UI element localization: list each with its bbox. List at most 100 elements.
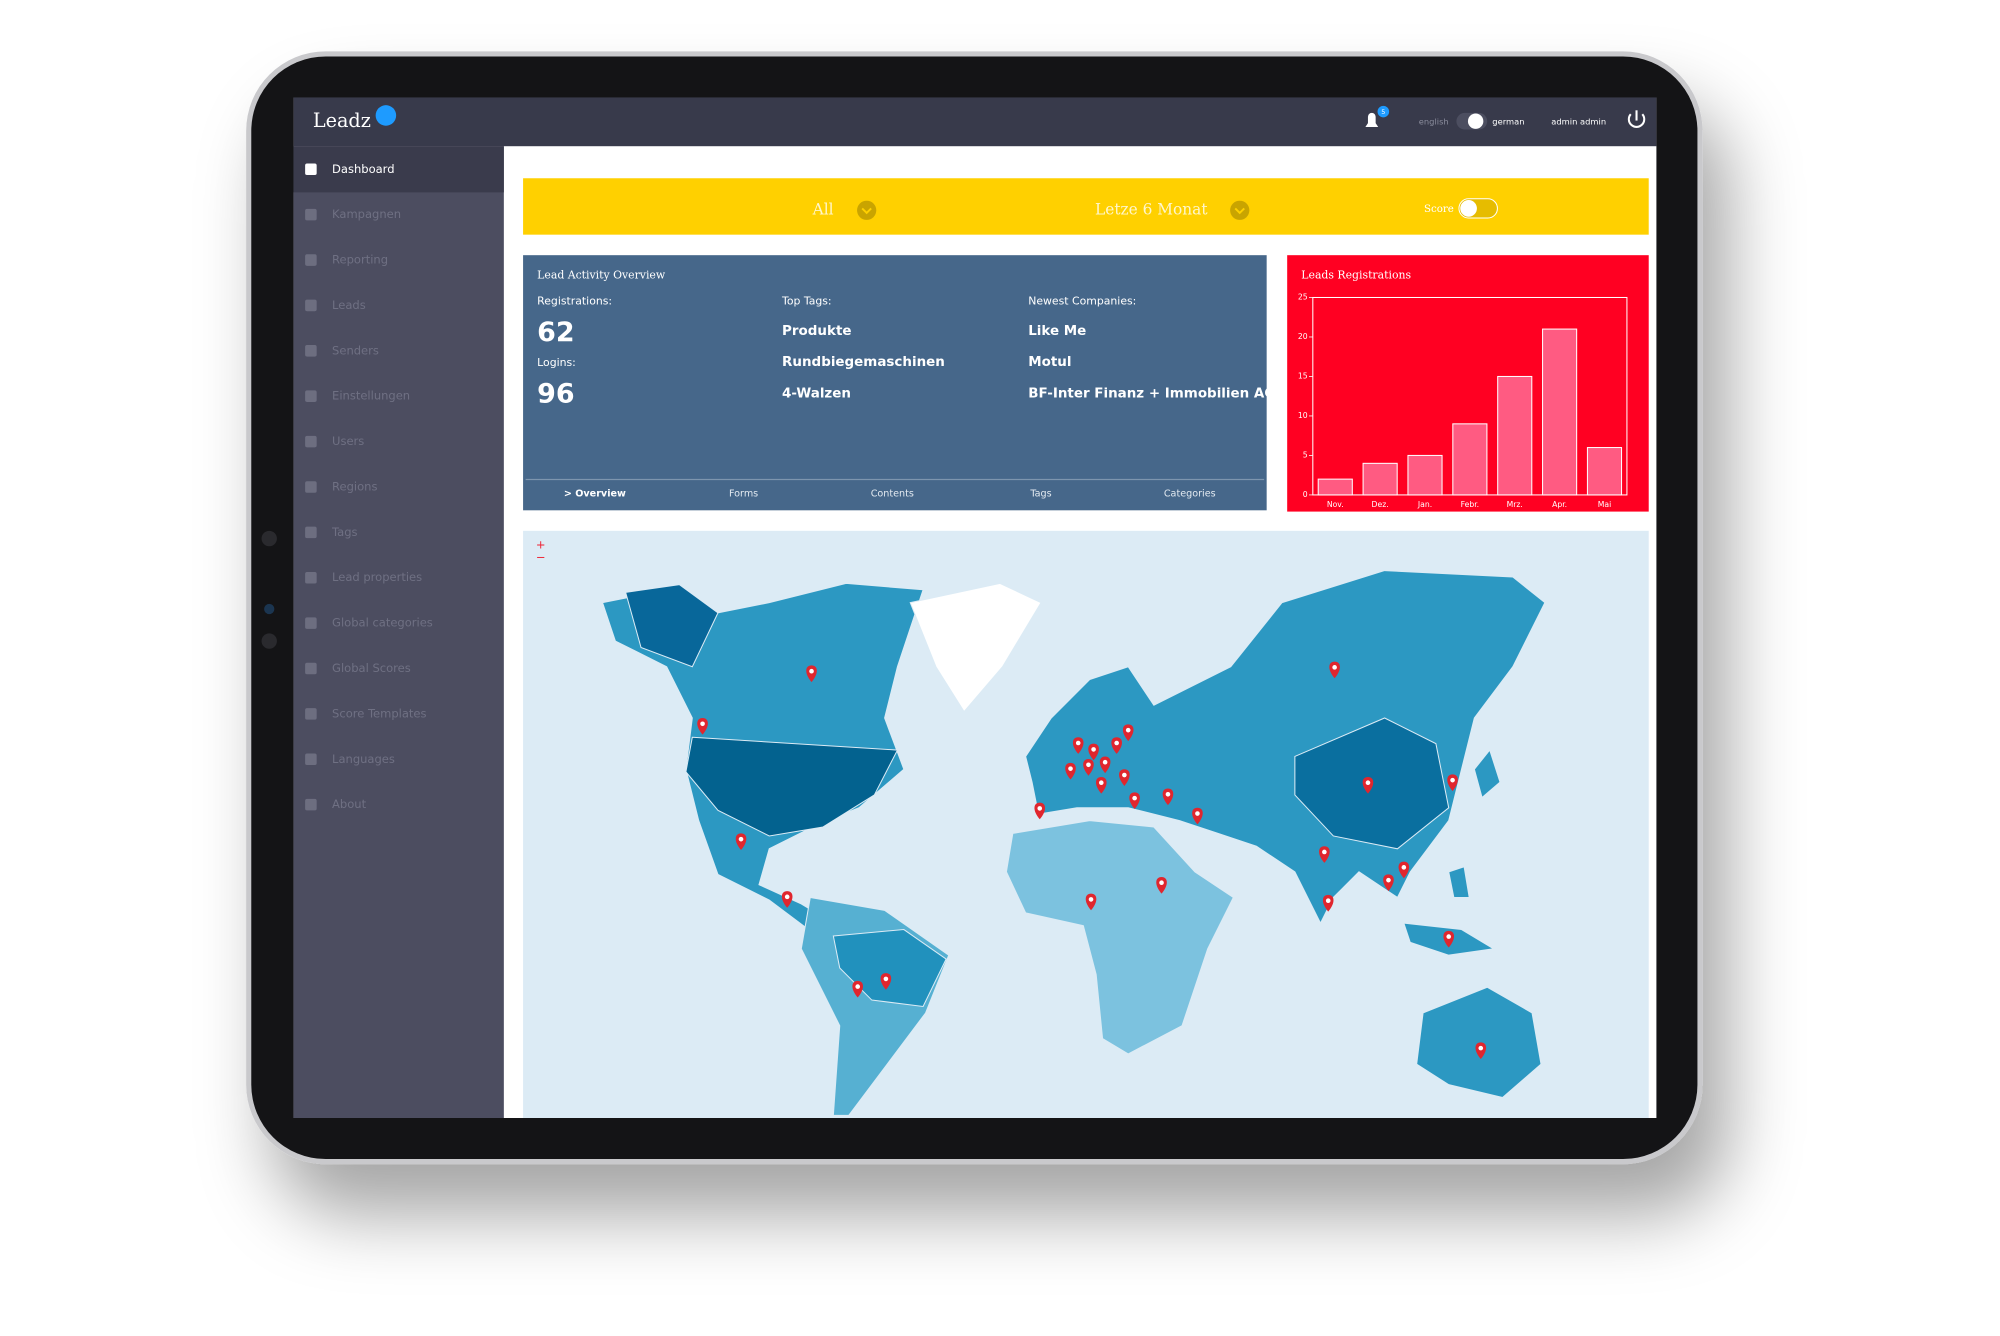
map-pin[interactable]: [1034, 802, 1046, 820]
menu-icon: [305, 208, 317, 221]
user-name[interactable]: admin admin: [1551, 116, 1606, 126]
stat-label: Logins:: [537, 356, 576, 369]
menu-item[interactable]: Global Scores: [332, 661, 411, 675]
x-tick-label: Febr.: [1461, 500, 1480, 509]
map-pin[interactable]: [1192, 807, 1203, 825]
menu-item[interactable]: Dashboard: [332, 162, 394, 176]
pin-dot: [1332, 665, 1337, 670]
menu-item[interactable]: Kampagnen: [332, 207, 401, 221]
map-pin[interactable]: [806, 665, 817, 683]
map-pin[interactable]: [1072, 737, 1084, 754]
type-filter[interactable]: All: [812, 200, 834, 218]
map-pin[interactable]: [1398, 861, 1410, 879]
world-map: [601, 570, 1546, 1116]
menu-item[interactable]: Global categories: [332, 616, 433, 630]
panel-title: Lead Activity Overview: [537, 269, 666, 282]
map-pin[interactable]: [1475, 1042, 1487, 1060]
company[interactable]: Like Me: [1028, 324, 1086, 339]
company[interactable]: BF-Inter Finanz + Immobilien AG: [1028, 387, 1275, 402]
bar: [1497, 375, 1533, 496]
tag[interactable]: 4-Walzen: [782, 387, 851, 402]
stat-label: Registrations:: [537, 294, 612, 307]
menu-item[interactable]: Senders: [332, 343, 379, 357]
map-pin[interactable]: [1088, 743, 1099, 761]
usa: [685, 736, 899, 837]
map-pin[interactable]: [1156, 876, 1167, 894]
menu-item[interactable]: Lead properties: [332, 570, 422, 584]
map-pin[interactable]: [1322, 894, 1334, 912]
map-pin[interactable]: [1362, 776, 1374, 794]
map-pin[interactable]: [1162, 788, 1174, 806]
language-option[interactable]: english: [1419, 116, 1449, 126]
tab[interactable]: Tags: [1029, 489, 1051, 500]
pin-dot: [784, 894, 790, 900]
menu-item[interactable]: Reporting: [332, 253, 388, 267]
map-pin[interactable]: [1329, 661, 1340, 679]
greenland: [909, 582, 1042, 713]
power-icon[interactable]: [1627, 113, 1646, 128]
pin-dot: [1132, 795, 1137, 801]
x-tick-label: Apr.: [1552, 500, 1567, 509]
dropdown-chevron[interactable]: [1230, 200, 1250, 220]
tag[interactable]: Rundbiegemaschinen: [782, 355, 945, 370]
bell-icon[interactable]: [1365, 112, 1379, 127]
score-label: Score: [1424, 203, 1454, 215]
menu-item[interactable]: Leads: [332, 298, 366, 312]
dropdown-chevron[interactable]: [857, 200, 877, 220]
menu-item[interactable]: Regions: [332, 479, 377, 493]
map-pin[interactable]: [1119, 769, 1130, 786]
pin-dot: [1037, 806, 1043, 811]
pin-dot: [1088, 897, 1094, 902]
map-pin[interactable]: [1085, 893, 1097, 911]
bar: [1407, 454, 1443, 496]
map-pin[interactable]: [1447, 774, 1458, 792]
menu-item[interactable]: Languages: [332, 752, 395, 766]
pin-dot: [738, 836, 744, 842]
map-pin[interactable]: [880, 973, 892, 990]
period-filter[interactable]: Letze 6 Monat: [1095, 200, 1208, 218]
map-pin[interactable]: [1083, 759, 1094, 776]
tab[interactable]: Categories: [1164, 489, 1216, 500]
y-tick-label: 5: [1303, 450, 1308, 459]
company[interactable]: Motul: [1028, 355, 1071, 370]
zoom-in[interactable]: +: [536, 537, 546, 551]
menu-item[interactable]: Users: [332, 434, 364, 448]
map-pin[interactable]: [1099, 756, 1111, 774]
map-pin[interactable]: [1122, 724, 1134, 742]
map-pin[interactable]: [1065, 762, 1076, 780]
menu-icon: [305, 708, 317, 720]
language-option[interactable]: german: [1492, 116, 1524, 126]
map-pin[interactable]: [735, 833, 747, 851]
list-label: Top Tags:: [781, 294, 832, 307]
menu-item[interactable]: Tags: [331, 525, 358, 539]
map-pin[interactable]: [1129, 792, 1140, 810]
menu-item[interactable]: About: [332, 797, 367, 811]
map-pin[interactable]: [781, 891, 793, 908]
tab[interactable]: > Overview: [564, 489, 626, 500]
pin-dot: [1446, 934, 1452, 939]
pin-dot: [1075, 740, 1081, 746]
brand: Leadz: [313, 109, 371, 132]
map-pin[interactable]: [697, 718, 708, 735]
map-pin[interactable]: [1111, 737, 1122, 754]
pin-dot: [1114, 740, 1119, 746]
menu-item[interactable]: Einstellungen: [332, 389, 410, 403]
pin-dot: [1125, 727, 1131, 733]
map-pin[interactable]: [852, 980, 863, 998]
map-pin[interactable]: [1095, 776, 1107, 794]
menu-item[interactable]: Score Templates: [332, 706, 426, 720]
pin-dot: [1068, 766, 1073, 771]
tab[interactable]: Forms: [729, 489, 758, 500]
zoom-out[interactable]: −: [536, 550, 546, 564]
tab[interactable]: Contents: [871, 489, 914, 500]
menu-icon: [305, 753, 317, 766]
pin-dot: [1098, 780, 1104, 786]
tag[interactable]: Produkte: [782, 324, 851, 339]
pin-dot: [1401, 865, 1407, 870]
map-pin[interactable]: [1443, 930, 1455, 948]
bar: [1317, 478, 1353, 496]
map-pin[interactable]: [1319, 846, 1330, 863]
map-pin[interactable]: [1383, 874, 1394, 892]
pin-dot: [809, 668, 814, 674]
